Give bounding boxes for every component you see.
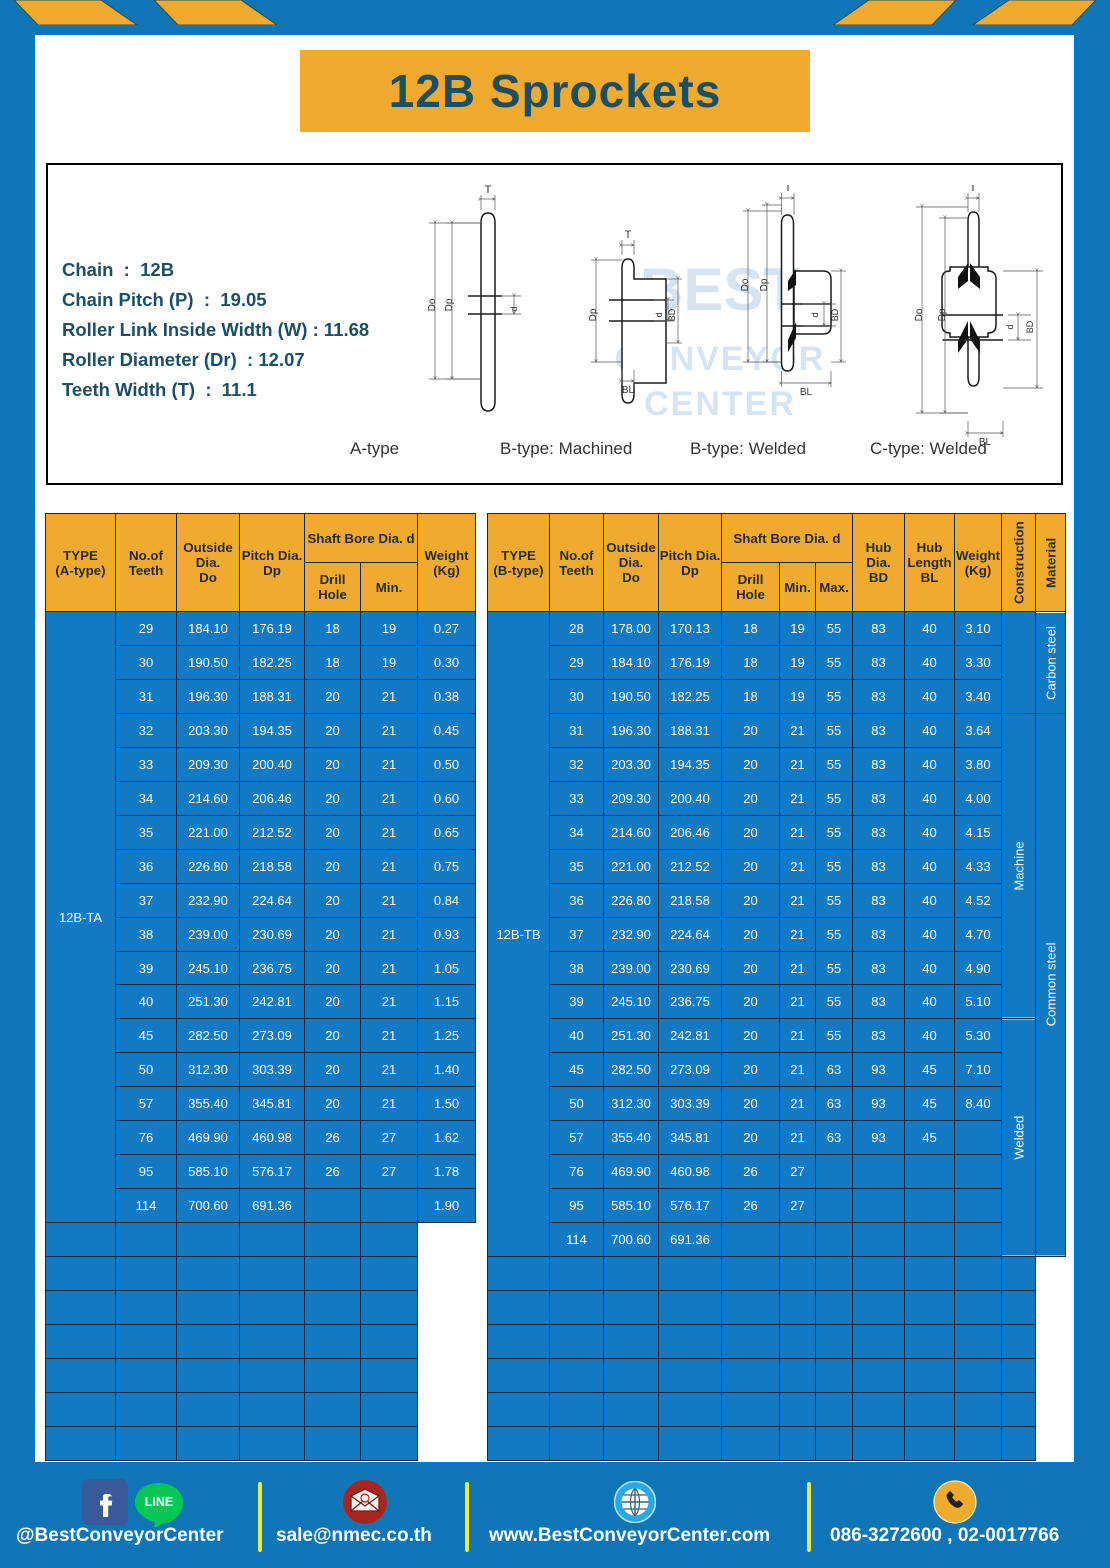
- svg-text:d: d: [1005, 324, 1015, 329]
- svg-text:Dp: Dp: [444, 298, 455, 311]
- svg-text:Dp: Dp: [937, 308, 948, 321]
- svg-text:T: T: [485, 185, 492, 196]
- svg-text:BD: BD: [830, 308, 840, 321]
- svg-text:T: T: [625, 229, 632, 241]
- svg-text:BD: BD: [1025, 320, 1035, 333]
- svg-text:Do: Do: [740, 278, 751, 291]
- svg-text:T: T: [970, 185, 977, 194]
- svg-text:Do: Do: [914, 308, 925, 321]
- svg-text:Do: Do: [427, 298, 438, 311]
- svg-text:Dp: Dp: [588, 308, 599, 321]
- svg-text:T: T: [785, 185, 792, 194]
- svg-text:BL: BL: [800, 387, 813, 398]
- svg-text:BD: BD: [667, 308, 677, 321]
- svg-text:d: d: [810, 312, 820, 317]
- svg-text:Dp: Dp: [759, 278, 770, 291]
- svg-text:LINE: LINE: [145, 1495, 173, 1509]
- svg-text:d: d: [654, 312, 664, 317]
- svg-text:BL: BL: [622, 385, 635, 396]
- svg-text:d: d: [509, 306, 519, 311]
